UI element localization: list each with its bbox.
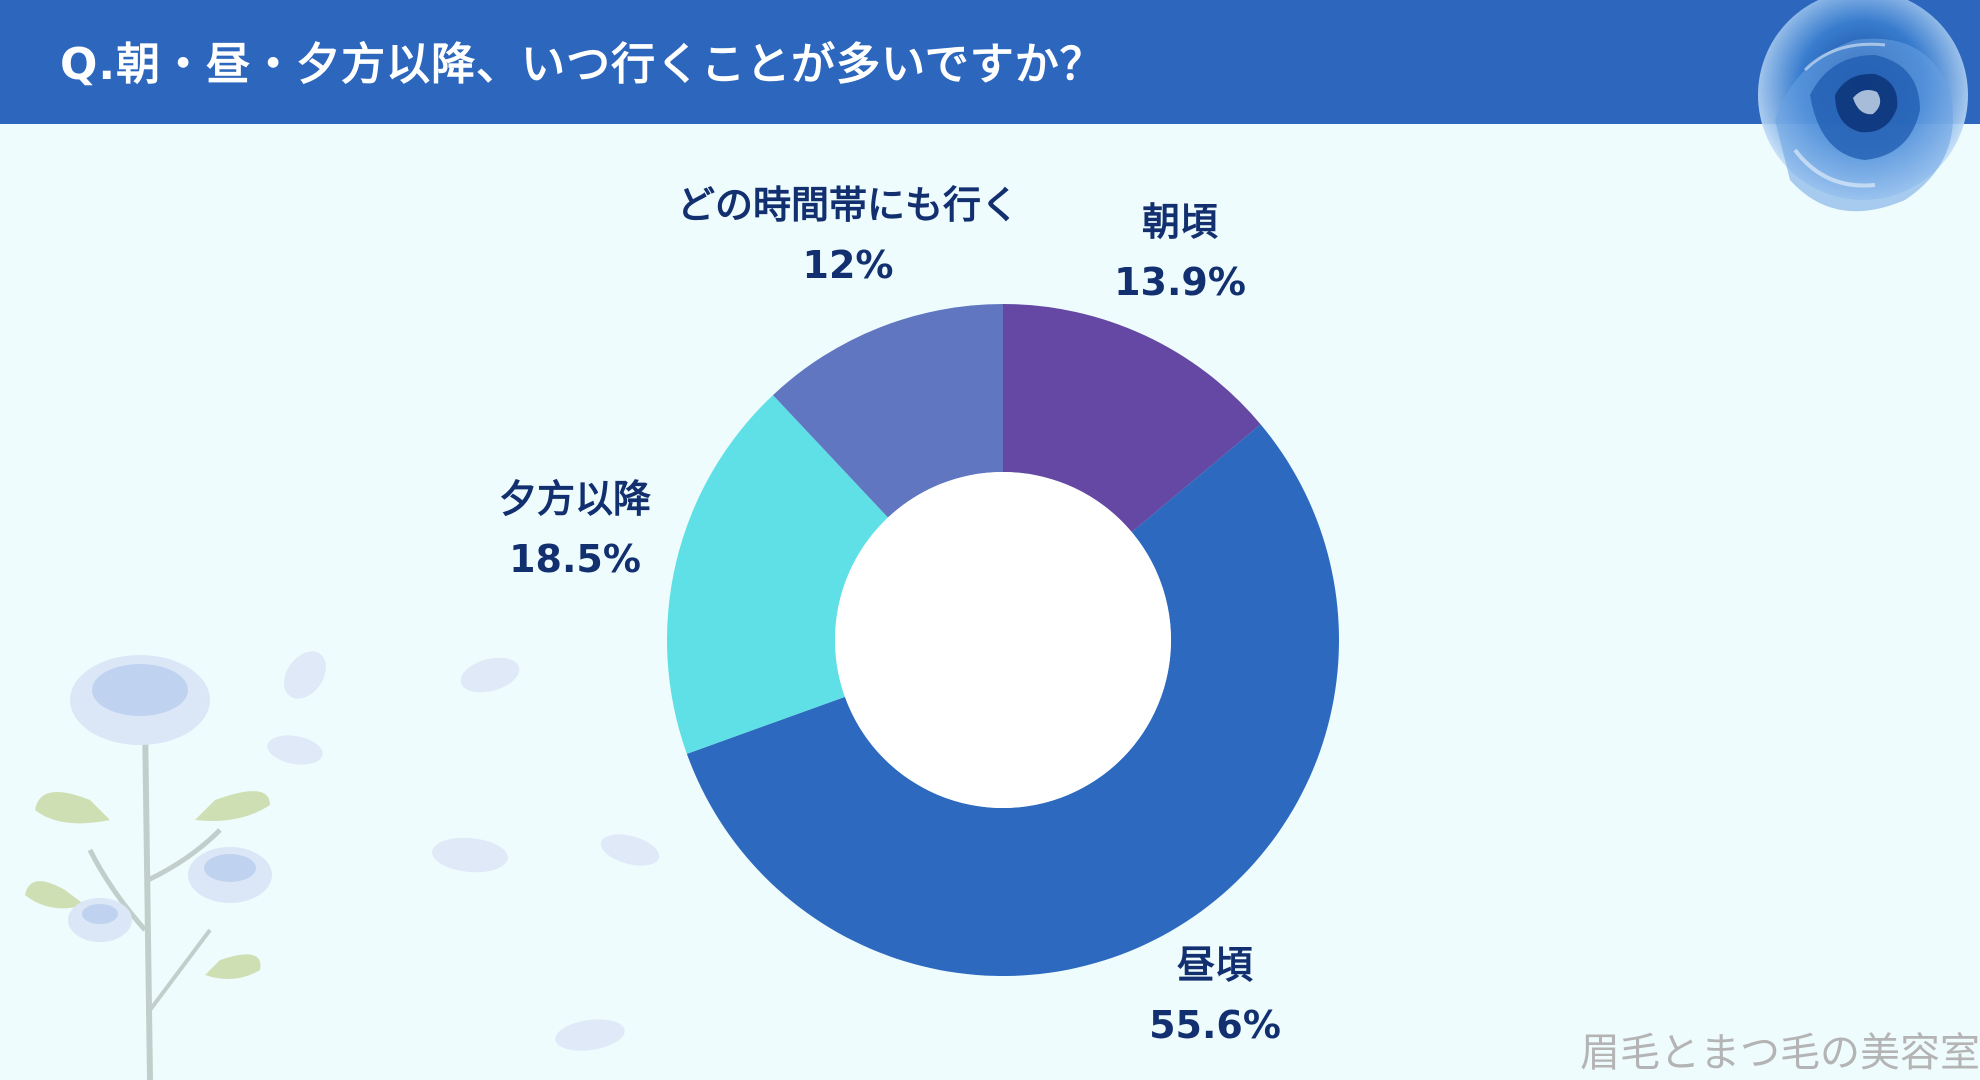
donut-slice-1: [686, 424, 1339, 977]
donut-slice-0: [1003, 304, 1261, 533]
watermark: 眉毛とまつ毛の美容室: [1580, 1030, 1980, 1076]
header-bar: Q.朝・昼・夕方以降、いつ行くことが多いですか？: [0, 0, 1980, 124]
slice-value-1: 55.6%: [1149, 1003, 1281, 1047]
slice-value-3: 12%: [803, 243, 894, 287]
donut-slice-3: [772, 304, 1003, 518]
slice-label-1: 昼頃: [1177, 943, 1253, 987]
slice-value-2: 18.5%: [509, 537, 641, 581]
slice-label-2: 夕方以降: [499, 477, 651, 521]
donut-slice-2: [667, 395, 888, 754]
slice-label-3: どの時間帯にも行く: [677, 183, 1019, 227]
page-title: Q.朝・昼・夕方以降、いつ行くことが多いですか？: [60, 39, 1105, 90]
slice-value-0: 13.9%: [1114, 260, 1246, 304]
slice-label-0: 朝頃: [1142, 200, 1218, 244]
rose-decoration-icon: [1758, 0, 1968, 212]
rose-branch-decoration-icon: [25, 651, 660, 1080]
donut-hole: [835, 472, 1171, 808]
